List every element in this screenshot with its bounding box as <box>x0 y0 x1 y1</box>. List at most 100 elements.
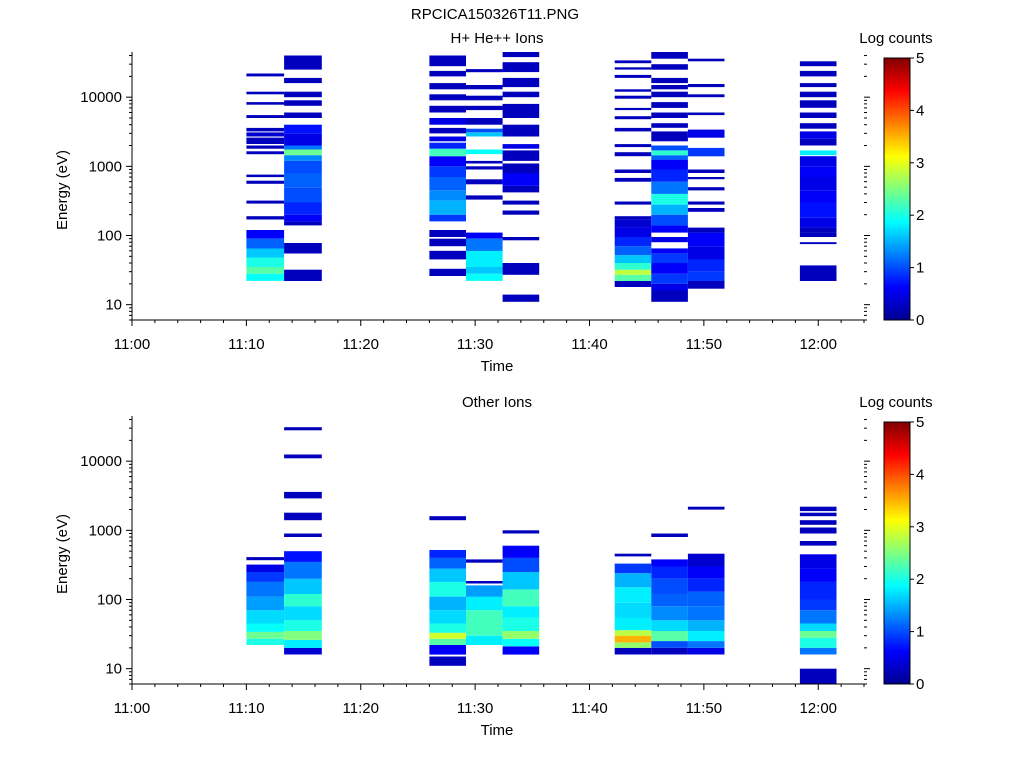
heatmap-cell <box>799 202 837 218</box>
heatmap-cell <box>284 454 322 459</box>
heatmap-cell <box>614 177 652 182</box>
heatmap-cell <box>651 641 688 648</box>
heatmap-cell <box>246 230 285 239</box>
heatmap-cell <box>429 610 466 624</box>
heatmap-cell <box>799 623 837 631</box>
heatmap-cell <box>651 253 688 264</box>
colorbar <box>883 421 911 685</box>
heatmap-cell <box>651 85 688 90</box>
heatmap-cell <box>284 160 322 174</box>
heatmap-cell <box>502 62 540 73</box>
heatmap-cell <box>651 273 688 284</box>
x-tick-label: 11:50 <box>686 700 722 717</box>
heatmap-cell <box>651 566 688 579</box>
heatmap-cell <box>651 263 688 274</box>
heatmap-cell <box>687 187 725 191</box>
heatmap-cell <box>799 581 837 600</box>
heatmap-cell <box>687 201 725 205</box>
heatmap-cell <box>246 557 285 561</box>
heatmap-cell <box>687 94 725 98</box>
colorbar-tick-label: 0 <box>916 312 924 329</box>
heatmap-cell <box>429 656 466 666</box>
colorbar-label: Log counts <box>859 394 932 411</box>
y-tick-label: 10 <box>105 661 122 678</box>
heatmap-cell <box>502 530 540 534</box>
heatmap-cell <box>284 55 322 70</box>
heatmap-cell <box>502 294 540 302</box>
heatmap-cell <box>429 148 466 157</box>
heatmap-cell <box>246 257 285 267</box>
heatmap-cell <box>799 610 837 624</box>
heatmap-cell <box>502 617 540 632</box>
heatmap-cell <box>429 557 466 569</box>
heatmap-cell <box>466 232 503 239</box>
heatmap-cell <box>466 118 503 125</box>
colorbar-tick-label: 5 <box>916 414 924 431</box>
heatmap-cell <box>284 133 322 146</box>
heatmap-cell <box>651 237 688 243</box>
heatmap-cell <box>651 102 688 108</box>
heatmap-cell <box>651 533 688 537</box>
heatmap-cell <box>687 208 725 212</box>
heatmap-cell <box>614 60 652 64</box>
heatmap-cell <box>799 637 837 648</box>
heatmap-cell <box>614 617 652 631</box>
heatmap-cell <box>284 112 322 118</box>
heatmap-cell <box>687 631 725 642</box>
heatmap-cell <box>651 594 688 607</box>
heatmap-cell <box>246 638 285 645</box>
y-tick-label: 10 <box>105 297 122 314</box>
heatmap-cell <box>246 248 285 258</box>
heatmap-cell <box>466 128 503 133</box>
heatmap-cell <box>614 281 652 287</box>
heatmap-cell <box>651 559 688 567</box>
heatmap-cell <box>466 95 503 101</box>
heatmap-cell <box>614 216 652 220</box>
heatmap-cell <box>799 131 837 139</box>
heatmap-cell <box>429 568 466 582</box>
heatmap-cell <box>466 85 503 90</box>
heatmap-cell <box>799 70 837 77</box>
heatmap-cell <box>614 74 652 78</box>
heatmap-cell <box>799 227 837 233</box>
heatmap-cell <box>284 606 322 621</box>
heatmap-cell <box>246 216 285 220</box>
colorbar-tick-label: 4 <box>916 102 924 119</box>
heatmap-cell <box>614 169 652 173</box>
heatmap-cell <box>799 138 837 146</box>
heatmap-cell <box>687 566 725 579</box>
heatmap-cell <box>284 202 322 215</box>
heatmap-cell <box>429 238 466 247</box>
heatmap-cell <box>429 516 466 521</box>
heatmap-cell <box>284 427 322 431</box>
heatmap-cell <box>284 620 322 631</box>
colorbar-tick-label: 5 <box>916 50 924 67</box>
heatmap-cell <box>466 238 503 251</box>
heatmap-cell <box>687 281 725 289</box>
heatmap-cell <box>466 635 503 645</box>
heatmap-cell <box>429 230 466 237</box>
heatmap-cell <box>429 596 466 611</box>
heatmap-cell <box>284 149 322 156</box>
heatmap-cell <box>687 620 725 631</box>
y-axis-label: Energy (eV) <box>54 150 71 230</box>
heatmap-cell <box>284 269 322 281</box>
heatmap-cell <box>502 545 540 558</box>
heatmap-cell <box>651 225 688 233</box>
heatmap-cell <box>284 221 322 226</box>
heatmap-cell <box>284 533 322 537</box>
heatmap-cell <box>466 610 503 636</box>
heatmap-cell <box>651 155 688 160</box>
heatmap-cell <box>246 572 285 582</box>
heatmap-cell <box>799 599 837 611</box>
heatmap-cell <box>246 151 285 155</box>
heatmap-cell <box>246 238 285 249</box>
heatmap-cell <box>651 112 688 118</box>
heatmap-cell <box>466 105 503 111</box>
heatmap-cell <box>502 210 540 215</box>
heatmap-cell <box>466 267 503 274</box>
heatmap-cell <box>687 112 725 116</box>
heatmap-cell <box>651 131 688 142</box>
heatmap-cell <box>651 647 688 655</box>
heatmap-cell <box>651 283 688 291</box>
